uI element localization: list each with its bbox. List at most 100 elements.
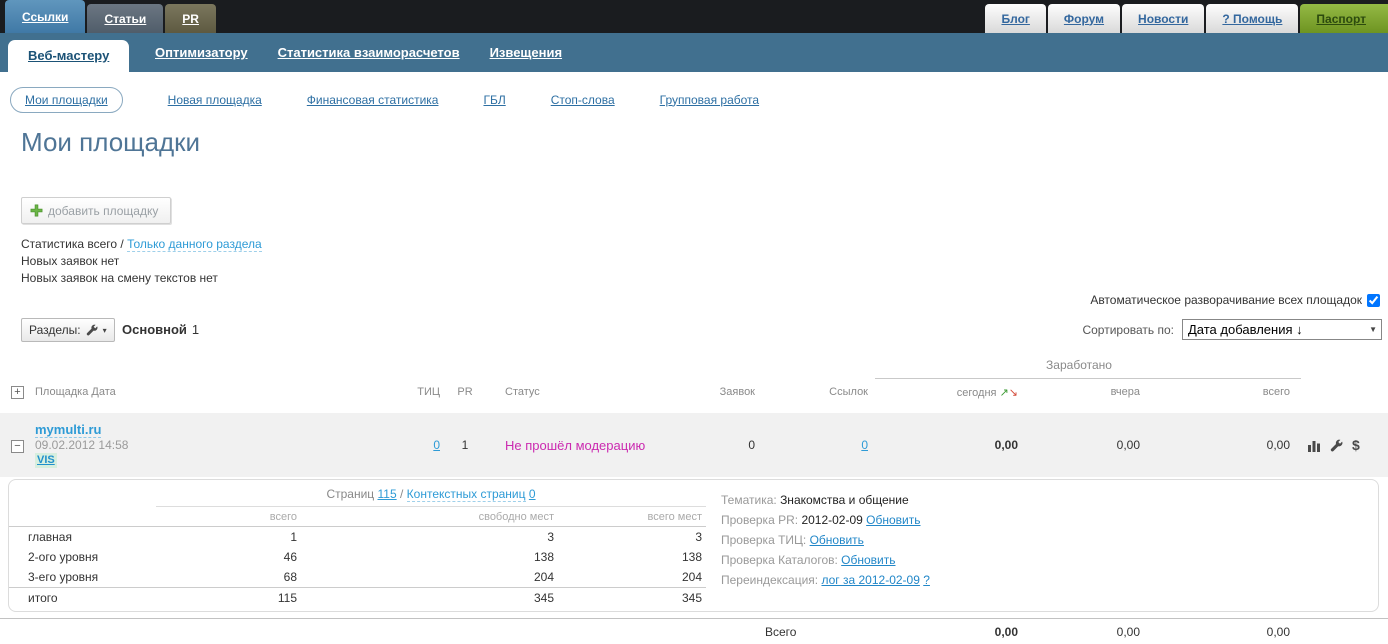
site-details-panel: Страниц 115 / Контекстных страниц 0 всег… xyxy=(8,479,1379,612)
plus-icon xyxy=(30,204,43,217)
context-pages-count-link[interactable]: 0 xyxy=(528,487,536,501)
auto-expand-label: Автоматическое разворачивание всех площа… xyxy=(1090,293,1362,307)
totals-total: 0,00 xyxy=(1266,625,1290,639)
catalog-refresh-link[interactable]: Обновить xyxy=(841,553,896,567)
chart-icon[interactable] xyxy=(1307,439,1321,452)
theme-line: Тематика: Знакомства и общение xyxy=(721,490,930,510)
section-count: 1 xyxy=(191,322,200,337)
collapse-row-icon[interactable]: − xyxy=(11,439,24,453)
tab-articles[interactable]: Статьи xyxy=(87,4,164,33)
chevron-down-icon: ▾ xyxy=(102,325,107,335)
current-section: Основной 1 xyxy=(122,322,199,337)
theme-value: Знакомства и общение xyxy=(780,493,909,507)
add-site-label: добавить площадку xyxy=(48,203,159,218)
main-nav-links: Оптимизатору Статистика взаиморасчетов И… xyxy=(155,33,562,72)
row-value: 138 xyxy=(533,550,554,564)
site-info-panel: Тематика: Знакомства и общение Проверка … xyxy=(721,490,930,590)
reindex-label: Переиндексация: xyxy=(721,573,819,587)
sort-up-icon[interactable]: ↗ xyxy=(999,387,1009,399)
pages-row-level3: 3-его уровня 68 204 204 xyxy=(9,567,706,587)
sections-button[interactable]: Разделы: ▾ xyxy=(21,318,115,342)
links-value-link[interactable]: 0 xyxy=(861,438,868,452)
section-name-label: Основной xyxy=(122,322,187,337)
earned-yesterday-value: 0,00 xyxy=(1116,438,1140,452)
catalog-check-line: Проверка Каталогов: Обновить xyxy=(721,550,930,570)
requests-value: 0 xyxy=(748,438,755,452)
pages-row-level2: 2-ого уровня 46 138 138 xyxy=(9,547,706,567)
stats-section-only-link[interactable]: Только данного раздела xyxy=(127,237,262,252)
sort-selected-value: Дата добавления ↓ xyxy=(1188,322,1303,337)
col-tic: ТИЦ xyxy=(417,386,440,398)
subnav-my-sites[interactable]: Мои площадки xyxy=(10,86,123,113)
top-bar: Ссылки Статьи PR Блог Форум Новости ? По… xyxy=(0,0,1388,33)
tic-value-link[interactable]: 0 xyxy=(433,438,440,452)
stats-summary: Статистика всего / Только данного раздел… xyxy=(21,236,262,287)
col-status: Статус xyxy=(505,386,540,398)
pages-row-main: главная 1 3 3 xyxy=(9,527,706,547)
pr-check-label: Проверка PR: xyxy=(721,513,799,527)
row-value: 204 xyxy=(533,570,554,584)
totals-row: Всего 0,00 0,00 0,00 xyxy=(0,625,1388,639)
status-badge: Не прошёл модерацию xyxy=(505,437,646,453)
pages-table: Страниц 115 / Контекстных страниц 0 всег… xyxy=(9,480,706,608)
totals-yesterday: 0,00 xyxy=(1116,625,1140,639)
reindex-log-link[interactable]: лог за 2012-02-09 xyxy=(821,573,920,587)
tab-pr[interactable]: PR xyxy=(165,4,216,33)
subnav-stop-words[interactable]: Стоп-слова xyxy=(550,92,615,107)
tic-check-label: Проверка ТИЦ: xyxy=(721,533,807,547)
tab-help[interactable]: ? Помощь xyxy=(1206,4,1299,33)
pr-refresh-link[interactable]: Обновить xyxy=(866,513,921,527)
earned-group-underline xyxy=(875,378,1301,379)
select-arrow-icon: ▼ xyxy=(1369,325,1377,334)
dollar-icon[interactable]: $ xyxy=(1352,437,1360,453)
subnav-new-site[interactable]: Новая площадка xyxy=(167,92,262,107)
tab-forum[interactable]: Форум xyxy=(1047,4,1121,33)
row-value: 204 xyxy=(681,570,702,584)
table-row: − mymulti.ru 09.02.2012 14:58 VIS 0 1 Не… xyxy=(0,413,1388,477)
row-value: 138 xyxy=(681,550,702,564)
reindex-help-link[interactable]: ? xyxy=(923,573,930,587)
subnav-group-work[interactable]: Групповая работа xyxy=(659,92,760,107)
page-title: Мои площадки xyxy=(21,127,201,157)
stats-all-label: Статистика всего / xyxy=(21,237,124,251)
tab-blog[interactable]: Блог xyxy=(985,4,1046,33)
vis-badge[interactable]: VIS xyxy=(35,453,57,468)
context-pages-link[interactable]: Контекстных страниц xyxy=(406,487,526,502)
wrench-icon xyxy=(86,324,98,336)
add-site-button[interactable]: добавить площадку xyxy=(21,197,172,224)
nav-optimizer[interactable]: Оптимизатору xyxy=(155,45,248,60)
tab-webmaster-active[interactable]: Веб-мастеру xyxy=(8,40,130,76)
pr-check-date: 2012-02-09 xyxy=(801,513,863,527)
earned-group-header: Заработано xyxy=(1046,358,1112,372)
subnav-gbl[interactable]: ГБЛ xyxy=(483,92,506,107)
sort-select[interactable]: Дата добавления ↓ ▼ xyxy=(1182,319,1382,340)
tab-passport[interactable]: Паспорт xyxy=(1300,4,1388,33)
main-nav-bar: Оптимизатору Статистика взаиморасчетов И… xyxy=(0,33,1388,72)
subnav-finance-stats[interactable]: Финансовая статистика xyxy=(306,92,439,107)
row-value: 68 xyxy=(283,570,297,584)
tab-links[interactable]: Ссылки xyxy=(5,0,86,33)
col-today: сегодня ↗↘ xyxy=(868,386,1018,399)
auto-expand-option: Автоматическое разворачивание всех площа… xyxy=(1090,293,1380,307)
row-label: 3-его уровня xyxy=(28,570,99,584)
nav-settlement-stats[interactable]: Статистика взаиморасчетов xyxy=(277,45,460,60)
row-value: 115 xyxy=(277,591,297,605)
pr-check-line: Проверка PR: 2012-02-09 Обновить xyxy=(721,510,930,530)
pages-col-free-slots: свободно мест xyxy=(478,511,554,523)
col-total: всего xyxy=(1262,386,1290,398)
row-label: главная xyxy=(28,530,72,544)
totals-today: 0,00 xyxy=(994,625,1018,639)
sort-down-icon[interactable]: ↘ xyxy=(1008,387,1018,399)
tab-news[interactable]: Новости xyxy=(1122,4,1205,33)
nav-notifications[interactable]: Извещения xyxy=(489,45,563,60)
pages-count-link[interactable]: 115 xyxy=(377,487,397,501)
tools-wrench-icon[interactable] xyxy=(1330,439,1343,452)
auto-expand-checkbox[interactable] xyxy=(1367,293,1380,307)
tic-refresh-link[interactable]: Обновить xyxy=(809,533,864,547)
no-new-requests-text: Новых заявок нет xyxy=(21,254,120,268)
site-link[interactable]: mymulti.ru xyxy=(35,422,102,438)
col-yesterday: вчера xyxy=(1110,386,1140,398)
no-text-change-requests-text: Новых заявок на смену текстов нет xyxy=(21,271,218,285)
expand-all-icon[interactable]: + xyxy=(11,386,24,399)
